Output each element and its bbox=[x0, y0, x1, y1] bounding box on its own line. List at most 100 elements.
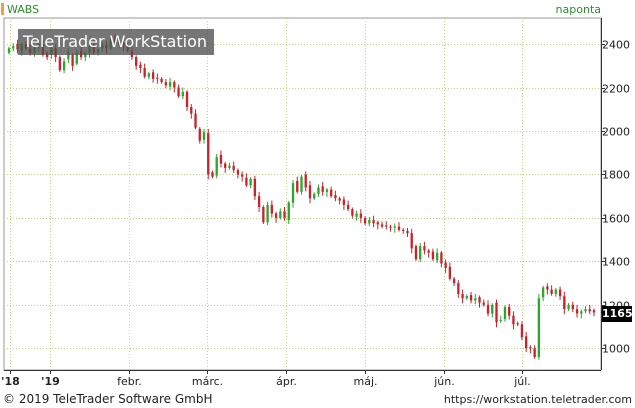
period-label[interactable]: naponta bbox=[555, 3, 601, 16]
candle bbox=[393, 223, 396, 233]
candle-body bbox=[486, 304, 490, 314]
candle bbox=[508, 303, 511, 320]
candle-body bbox=[257, 196, 261, 208]
candle-body bbox=[402, 229, 405, 231]
x-tick-label: ápr. bbox=[276, 375, 297, 388]
y-tick-label: 1800 bbox=[602, 169, 630, 182]
candle-body bbox=[16, 44, 19, 50]
candle-body bbox=[355, 213, 358, 217]
candle bbox=[342, 196, 346, 210]
candle-body bbox=[219, 154, 223, 164]
candle-body bbox=[512, 315, 515, 325]
candle-body bbox=[338, 198, 341, 201]
x-tick-label: '18 bbox=[1, 375, 20, 388]
candle-body bbox=[571, 304, 574, 310]
last-price-badge: 1165 bbox=[602, 306, 633, 322]
candle bbox=[520, 321, 524, 341]
candle-body bbox=[156, 77, 159, 79]
candle-body bbox=[448, 266, 452, 279]
candle-body bbox=[266, 204, 269, 223]
candle bbox=[499, 315, 502, 323]
candle bbox=[249, 177, 252, 189]
candle bbox=[266, 201, 269, 226]
candle bbox=[16, 39, 19, 54]
candle bbox=[351, 207, 354, 219]
source-url[interactable]: https://workstation.teletrader.com bbox=[443, 393, 632, 406]
candle bbox=[541, 285, 545, 302]
candle-body bbox=[173, 82, 176, 88]
candle-body bbox=[12, 46, 15, 49]
candle-body bbox=[334, 195, 337, 199]
candle-body bbox=[423, 246, 426, 251]
candle bbox=[512, 311, 515, 330]
symbol-label[interactable]: WABS bbox=[7, 3, 40, 16]
candle bbox=[291, 180, 295, 208]
y-tick-label: 1400 bbox=[602, 256, 630, 269]
candle-body bbox=[533, 348, 536, 357]
candle bbox=[486, 300, 490, 317]
candle bbox=[385, 221, 388, 230]
candle-body bbox=[139, 64, 142, 68]
candle bbox=[402, 228, 405, 234]
candle-body bbox=[499, 320, 502, 322]
candle-body bbox=[529, 347, 532, 349]
candle bbox=[533, 345, 536, 359]
candle-body bbox=[525, 336, 528, 349]
candle bbox=[435, 248, 439, 264]
candle-series bbox=[7, 34, 596, 360]
candle-body bbox=[550, 289, 553, 294]
candle-body bbox=[135, 57, 138, 66]
candle bbox=[380, 221, 384, 229]
candle bbox=[469, 291, 473, 304]
candle-body bbox=[236, 170, 240, 175]
candle-body bbox=[478, 297, 481, 303]
candle-body bbox=[584, 309, 587, 312]
candle-body bbox=[575, 309, 579, 314]
candle-body bbox=[563, 296, 566, 310]
candle bbox=[359, 209, 363, 223]
candle-body bbox=[147, 73, 151, 77]
y-tick-label: 2000 bbox=[602, 126, 630, 139]
candle-body bbox=[482, 302, 485, 305]
candle bbox=[550, 285, 553, 296]
candle-body bbox=[143, 67, 146, 77]
candle bbox=[575, 304, 579, 318]
candle bbox=[274, 211, 278, 223]
candle bbox=[368, 217, 371, 227]
watermark: TeleTrader WorkStation bbox=[18, 29, 214, 55]
candle bbox=[151, 69, 155, 83]
candle-body bbox=[71, 54, 74, 66]
candle bbox=[240, 171, 244, 182]
candle-body bbox=[346, 204, 350, 210]
candle-body bbox=[232, 165, 235, 171]
candle-body bbox=[558, 289, 562, 297]
candle bbox=[164, 79, 168, 89]
candle-body bbox=[457, 283, 460, 294]
candle bbox=[202, 129, 206, 144]
candle bbox=[296, 176, 299, 194]
candle bbox=[376, 220, 379, 230]
candle bbox=[419, 243, 422, 263]
candle-body bbox=[274, 213, 278, 218]
candle bbox=[355, 210, 358, 221]
candle-body bbox=[168, 82, 172, 87]
candle bbox=[503, 305, 507, 322]
candle bbox=[219, 150, 223, 168]
candle bbox=[444, 259, 447, 273]
candle bbox=[334, 190, 337, 202]
candle bbox=[228, 162, 231, 170]
x-tick-label: máj. bbox=[353, 375, 377, 388]
candle bbox=[563, 291, 566, 315]
x-tick-label: márc. bbox=[192, 375, 223, 388]
candle bbox=[448, 262, 452, 281]
candle-body bbox=[393, 226, 396, 228]
candle-body bbox=[194, 113, 197, 128]
candle-body bbox=[215, 157, 218, 176]
chart-header: WABS naponta bbox=[0, 0, 635, 18]
candle-body bbox=[427, 250, 430, 253]
candle bbox=[554, 287, 558, 297]
candle bbox=[245, 173, 248, 188]
y-tick-label: 2400 bbox=[602, 39, 630, 52]
candle bbox=[330, 186, 333, 198]
